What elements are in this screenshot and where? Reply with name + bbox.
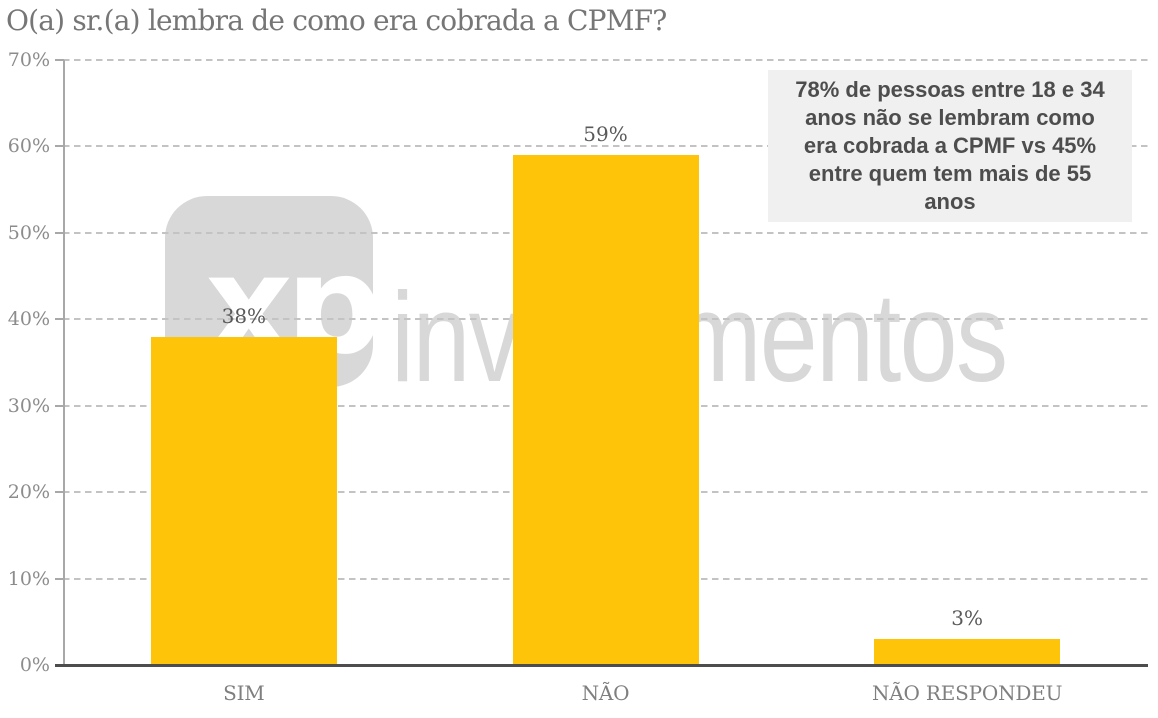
y-axis-tick (55, 491, 64, 494)
y-axis-tick (55, 318, 64, 321)
y-axis-tick-label: 30% (7, 394, 50, 417)
gridline-60 (63, 145, 1148, 148)
y-axis-line (63, 60, 65, 665)
chart-title: O(a) sr.(a) lembra de como era cobrada a… (6, 4, 667, 37)
value-label: 3% (951, 606, 984, 631)
annotation-text: 78% de pessoas entre 18 e 34 anos não se… (795, 77, 1105, 214)
y-axis-tick-label: 60% (7, 135, 50, 158)
y-axis-tick-label: 10% (7, 567, 50, 590)
category-label: SIM (223, 681, 265, 705)
bar-não-respondeu (874, 639, 1061, 665)
y-axis-tick-label: 20% (7, 481, 50, 504)
y-axis-tick-label: 40% (7, 308, 50, 331)
y-axis-tick (55, 231, 64, 234)
watermark-brand-text: investimentos (391, 266, 1008, 408)
category-label: NÃO RESPONDEU (872, 681, 1063, 705)
y-axis-tick (55, 577, 64, 580)
y-axis-tick-label: 0% (19, 654, 50, 676)
plot-area: xp investimentos 38% 59% 3% (63, 59, 1148, 665)
bar-não (512, 155, 699, 665)
y-axis-tick-label: 50% (7, 221, 50, 244)
y-axis-tick (55, 145, 64, 148)
y-axis-tick (55, 59, 64, 61)
value-label: 38% (221, 303, 267, 328)
category-label: NÃO (581, 681, 630, 705)
y-axis-tick (55, 404, 64, 407)
bar-sim (150, 336, 337, 665)
y-axis-tick-label: 70% (7, 49, 50, 71)
value-label: 59% (583, 122, 628, 147)
x-axis-line (55, 664, 1148, 667)
annotation-box: 78% de pessoas entre 18 e 34 anos não se… (768, 70, 1132, 222)
gridline-70 (63, 59, 1148, 61)
